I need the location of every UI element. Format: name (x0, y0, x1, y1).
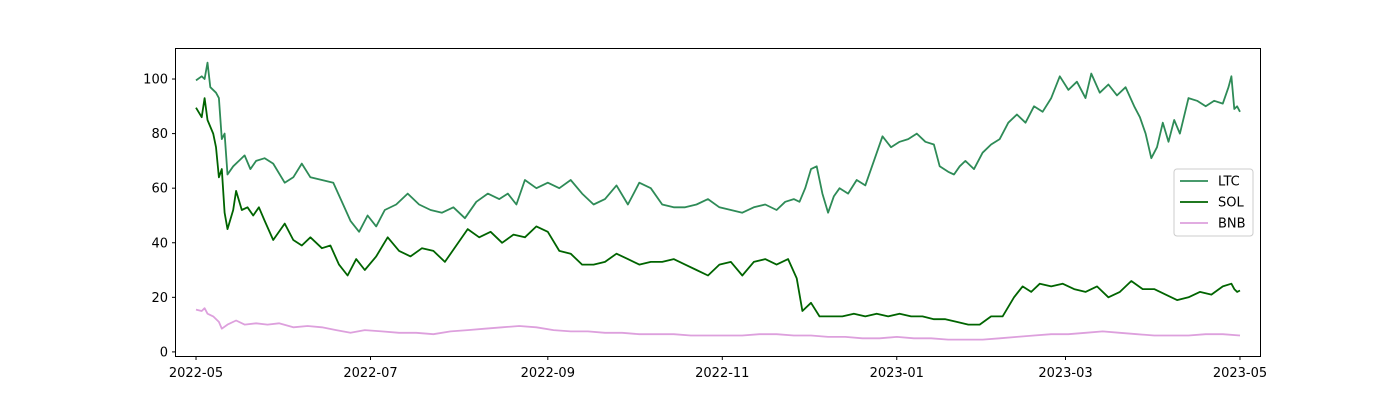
plot-frame (175, 48, 1261, 357)
y-tick-label: 20 (151, 291, 168, 306)
y-axis: 0 20 40 60 80 100 (143, 73, 176, 360)
x-tick-label: 2022-09 (521, 366, 575, 381)
y-tick-label: 60 (151, 182, 168, 197)
series-line-ltc (195, 61, 1241, 233)
series-layer (195, 61, 1241, 341)
series-line-bnb (195, 307, 1241, 341)
legend-label-bnb: BNB (1218, 217, 1246, 232)
x-tick-label: 2022-07 (343, 366, 397, 381)
x-tick-label: 2022-11 (695, 366, 749, 381)
x-axis: 2022-05 2022-07 2022-09 2022-11 2023-01 2023-… (169, 356, 1267, 381)
legend-box (1173, 168, 1254, 237)
y-tick-label: 80 (151, 127, 168, 142)
legend-label-sol: SOL (1218, 196, 1244, 211)
y-tick-label: 0 (160, 345, 168, 360)
legend-label-ltc: LTC (1218, 175, 1240, 190)
x-tick-label: 2022-05 (169, 366, 223, 381)
x-tick-label: 2023-03 (1038, 366, 1092, 381)
x-tick-label: 2023-05 (1213, 366, 1267, 381)
y-tick-label: 100 (143, 73, 168, 88)
legend: LTC SOL BNB (1173, 168, 1254, 237)
series-line-sol (195, 97, 1241, 326)
x-tick-label: 2023-01 (870, 366, 924, 381)
y-tick-label: 40 (151, 236, 168, 251)
